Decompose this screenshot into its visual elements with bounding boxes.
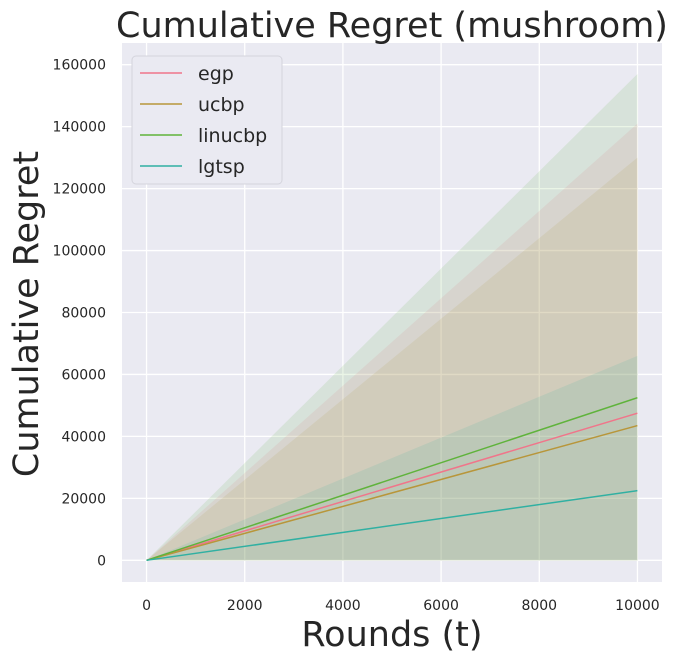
y-tick-label: 160000 [53,58,106,74]
legend-label-linucbp: linucbp [198,125,267,147]
y-tick-label: 60000 [61,367,106,383]
legend-label-lgtsp: lgtsp [198,156,245,178]
y-tick-label: 20000 [61,491,106,507]
legend-label-ucbp: ucbp [198,94,245,116]
x-tick-label: 10000 [615,598,660,614]
band-lgtsp [146,355,638,561]
y-tick-label: 100000 [53,244,106,260]
legend-label-egp: egp [198,63,234,85]
line-ucbp [146,424,638,562]
y-tick-label: 120000 [53,182,106,198]
chart-title: Cumulative Regret (mushroom) [116,6,668,46]
line-linucbp [146,396,638,562]
grid [122,43,662,582]
series-lines [146,396,638,562]
x-tick-labels: 0 2000 4000 6000 8000 10000 [142,598,660,614]
x-axis-label: Rounds (t) [301,615,482,655]
y-tick-label: 140000 [53,120,106,136]
x-tick-label: 6000 [423,598,459,614]
x-tick-label: 2000 [227,598,263,614]
x-tick-label: 8000 [521,598,557,614]
line-lgtsp [146,489,638,562]
band-egp [146,123,638,561]
y-tick-label: 0 [97,553,106,569]
x-tick-label: 0 [142,598,151,614]
y-tick-labels: 0 20000 40000 60000 80000 100000 120000 140000 1… [53,58,106,570]
legend-box [131,55,283,185]
x-tick-label: 4000 [325,598,361,614]
line-egp [146,412,638,562]
y-tick-label: 80000 [61,306,106,322]
legend: egp ucbp linucbp lgtsp [131,55,283,185]
y-tick-label: 40000 [61,429,106,445]
y-axis-label: Cumulative Regret [7,151,47,477]
